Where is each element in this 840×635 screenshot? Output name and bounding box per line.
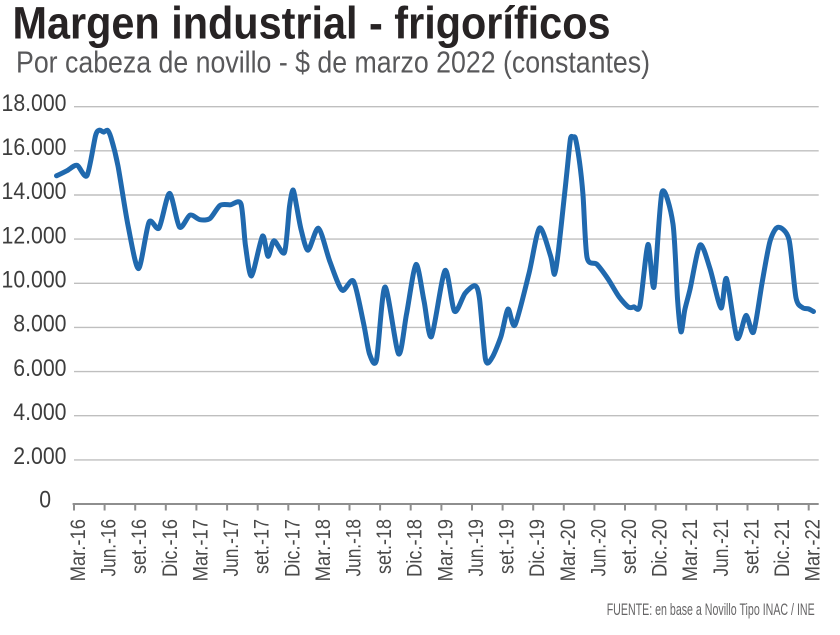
svg-text:Jun.-18: Jun.-18 [342,519,366,577]
svg-text:Mar.-19: Mar.-19 [433,519,457,581]
svg-text:Jun.-17: Jun.-17 [219,519,243,577]
svg-text:Dic.-21: Dic.-21 [770,519,794,577]
svg-text:set.-21: set.-21 [740,519,764,574]
svg-text:Dic.-16: Dic.-16 [158,519,182,577]
svg-text:Mar.-16: Mar.-16 [66,519,90,581]
svg-text:10.000: 10.000 [2,267,67,294]
svg-text:Jun.-16: Jun.-16 [97,519,121,577]
svg-text:Jun.-20: Jun.-20 [586,519,610,577]
svg-text:16.000: 16.000 [2,134,67,161]
svg-text:8.000: 8.000 [13,311,66,338]
svg-text:Dic.-20: Dic.-20 [648,519,672,577]
svg-text:Dic.-17: Dic.-17 [280,519,304,577]
svg-text:set.-18: set.-18 [372,519,396,574]
svg-text:Jun.-19: Jun.-19 [464,519,488,577]
svg-text:Mar.-20: Mar.-20 [556,519,580,581]
svg-text:2.000: 2.000 [13,443,66,470]
svg-text:FUENTE: en base a Novillo Tipo: FUENTE: en base a Novillo Tipo INAC / IN… [607,601,815,619]
svg-text:Dic.-18: Dic.-18 [403,519,427,577]
svg-text:Por cabeza de novillo - $ de m: Por cabeza de novillo - $ de marzo 2022 … [16,46,650,80]
svg-text:Mar.-17: Mar.-17 [188,519,212,581]
svg-text:set.-19: set.-19 [495,519,519,574]
svg-text:Mar.-18: Mar.-18 [311,519,335,581]
svg-text:6.000: 6.000 [13,355,66,382]
svg-text:set.-16: set.-16 [127,519,151,574]
svg-text:12.000: 12.000 [2,222,67,249]
svg-text:18.000: 18.000 [2,90,67,117]
svg-text:set.-17: set.-17 [250,519,274,574]
svg-text:4.000: 4.000 [13,399,66,426]
svg-text:Mar.-22: Mar.-22 [801,519,825,581]
svg-text:Mar.-21: Mar.-21 [678,519,702,581]
svg-text:Margen industrial - frigorífic: Margen industrial - frigoríficos [13,0,611,49]
svg-text:14.000: 14.000 [2,178,67,205]
svg-text:set.-20: set.-20 [617,519,641,574]
svg-text:Dic.-19: Dic.-19 [525,519,549,577]
svg-text:Jun.-21: Jun.-21 [709,519,733,577]
svg-text:0: 0 [39,487,51,514]
